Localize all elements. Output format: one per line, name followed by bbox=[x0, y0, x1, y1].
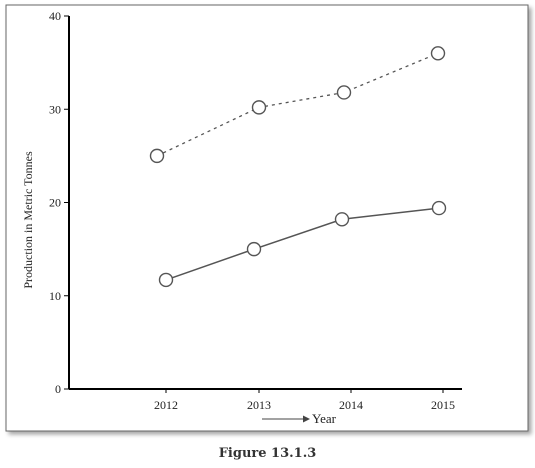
data-point bbox=[431, 200, 447, 216]
y-tick-label: 20 bbox=[49, 196, 61, 210]
y-tick-label: 0 bbox=[55, 382, 61, 396]
y-tick-label: 10 bbox=[49, 289, 61, 303]
x-axis-label: Year bbox=[312, 411, 337, 426]
x-tick-label: 2014 bbox=[339, 398, 363, 412]
data-point bbox=[334, 212, 350, 227]
series-line bbox=[165, 207, 440, 281]
data-point bbox=[251, 100, 267, 115]
chart-frame: 0 10 20 30 40 2012 2013 2014 2015 Production in … bbox=[5, 4, 529, 432]
x-axis-label-group: Year bbox=[262, 411, 337, 426]
x-tick-label: 2012 bbox=[154, 398, 178, 412]
y-tick-label: 40 bbox=[49, 9, 61, 23]
y-axis-label: Production in Metric Tonnes bbox=[21, 151, 35, 289]
data-point bbox=[336, 85, 352, 100]
x-tick-label: 2015 bbox=[431, 398, 455, 412]
series-layer bbox=[149, 46, 447, 288]
figure-caption: Figure 13.1.3 bbox=[218, 446, 317, 461]
y-tick-label: 30 bbox=[49, 102, 61, 116]
series-line bbox=[156, 52, 439, 157]
data-point bbox=[246, 241, 262, 257]
x-tick-label: 2013 bbox=[247, 398, 271, 412]
data-point bbox=[430, 46, 446, 61]
axes: 0 10 20 30 40 2012 2013 2014 2015 bbox=[49, 9, 462, 412]
data-point bbox=[158, 272, 174, 288]
data-point bbox=[149, 148, 165, 164]
x-axis-arrowhead bbox=[303, 415, 310, 423]
chart-panel bbox=[5, 4, 529, 432]
line-chart: 0 10 20 30 40 2012 2013 2014 2015 Production in … bbox=[5, 4, 529, 432]
